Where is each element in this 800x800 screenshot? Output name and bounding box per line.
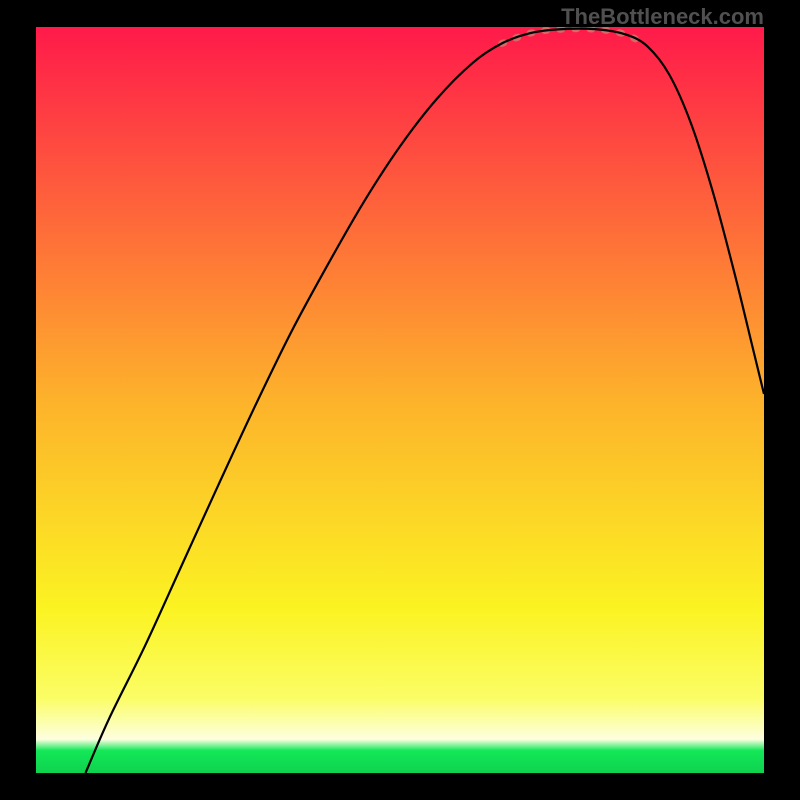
chart-background <box>36 27 764 773</box>
plot-area <box>36 27 764 773</box>
watermark-text: TheBottleneck.com <box>561 4 764 30</box>
chart-svg <box>36 27 764 773</box>
